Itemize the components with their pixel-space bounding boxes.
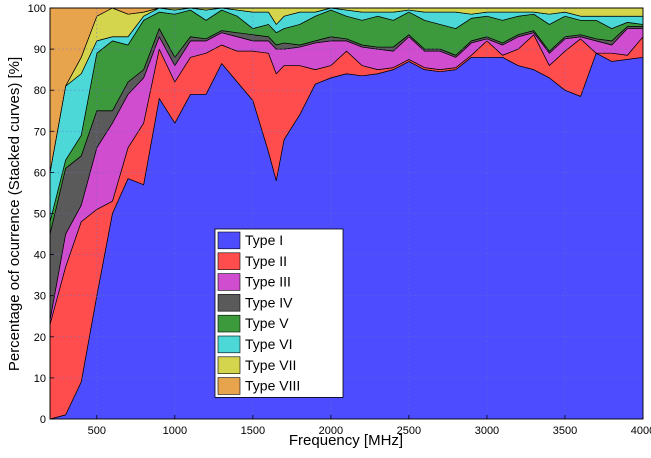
legend-swatch (217, 335, 241, 354)
y-tick-label: 30 (34, 291, 46, 303)
legend-swatch (217, 314, 241, 333)
legend-label: Type VII (245, 357, 296, 373)
legend-label: Type II (245, 253, 287, 269)
y-tick-label: 20 (34, 332, 46, 344)
y-tick-label: 0 (40, 414, 46, 426)
legend-swatch (217, 231, 241, 250)
y-tick-label: 10 (34, 373, 46, 385)
legend-swatch (217, 356, 241, 374)
x-tick-label: 1000 (163, 425, 187, 437)
x-axis-label: Frequency [MHz] (289, 432, 403, 449)
y-tick-label: 90 (34, 44, 46, 56)
y-tick-label: 40 (34, 250, 46, 262)
y-axis-label: Percentage ocf ocurrence (Stacked curves… (6, 57, 23, 371)
legend-label: Type III (245, 274, 291, 290)
x-tick-label: 2000 (319, 425, 343, 437)
legend-swatch (217, 377, 241, 395)
legend-label: Type IV (245, 294, 293, 310)
legend-label: Type VI (245, 336, 292, 352)
legend-label: Type VIII (245, 378, 300, 394)
legend: Type I Type II Type III Type IV Type V Type V… (214, 228, 344, 398)
legend-swatch (217, 273, 241, 291)
y-tick-label: 50 (34, 209, 46, 221)
y-tick-label: 100 (28, 3, 46, 15)
legend-label: Type I (245, 232, 283, 248)
legend-swatch (217, 252, 241, 270)
x-tick-label: 4000 (631, 425, 651, 437)
legend-label: Type V (245, 315, 289, 331)
y-tick-label: 80 (34, 85, 46, 97)
x-tick-label: 3000 (475, 425, 499, 437)
plot-frame (49, 7, 644, 420)
x-tick-label: 2500 (397, 425, 421, 437)
axes: 0 10 20 30 40 50 60 70 80 90 100 500 1000 1500 2000 250… (28, 3, 651, 437)
y-tick-label: 70 (34, 126, 46, 138)
x-tick-label: 3500 (553, 425, 577, 437)
x-tick-label: 500 (88, 425, 106, 437)
y-tick-label: 60 (34, 167, 46, 179)
x-tick-label: 1500 (241, 425, 265, 437)
legend-swatch (217, 294, 241, 312)
